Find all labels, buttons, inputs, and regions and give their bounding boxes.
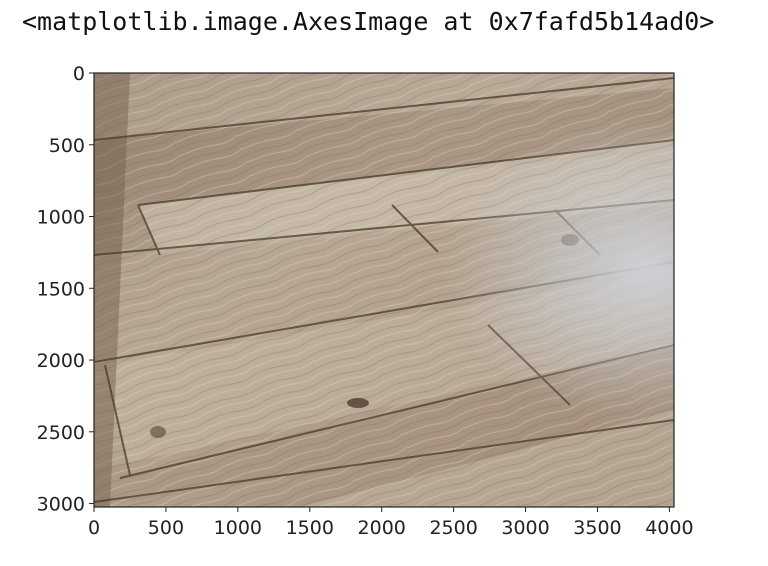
y-tick-label: 2500 bbox=[37, 422, 85, 444]
x-tick-label: 1000 bbox=[214, 517, 262, 539]
y-tick-label: 1500 bbox=[37, 278, 85, 300]
x-tick-label: 3000 bbox=[501, 517, 549, 539]
floor-image bbox=[94, 73, 674, 507]
x-tick-label: 0 bbox=[88, 517, 100, 539]
cell-output-text: <matplotlib.image.AxesImage at 0x7fafd5b… bbox=[22, 7, 715, 36]
y-tick-label: 0 bbox=[73, 63, 85, 85]
x-tick-label: 3500 bbox=[573, 517, 621, 539]
y-tick-label: 500 bbox=[49, 135, 85, 157]
x-tick-label: 2000 bbox=[358, 517, 406, 539]
y-tick-label: 2000 bbox=[37, 350, 85, 372]
x-tick-label: 1500 bbox=[286, 517, 334, 539]
x-tick-label: 4000 bbox=[645, 517, 693, 539]
axes-frame bbox=[93, 72, 675, 508]
y-tick-label: 3000 bbox=[37, 494, 85, 516]
x-tick-label: 2500 bbox=[429, 517, 477, 539]
y-tick-label: 1000 bbox=[37, 207, 85, 229]
x-tick-label: 500 bbox=[148, 517, 184, 539]
